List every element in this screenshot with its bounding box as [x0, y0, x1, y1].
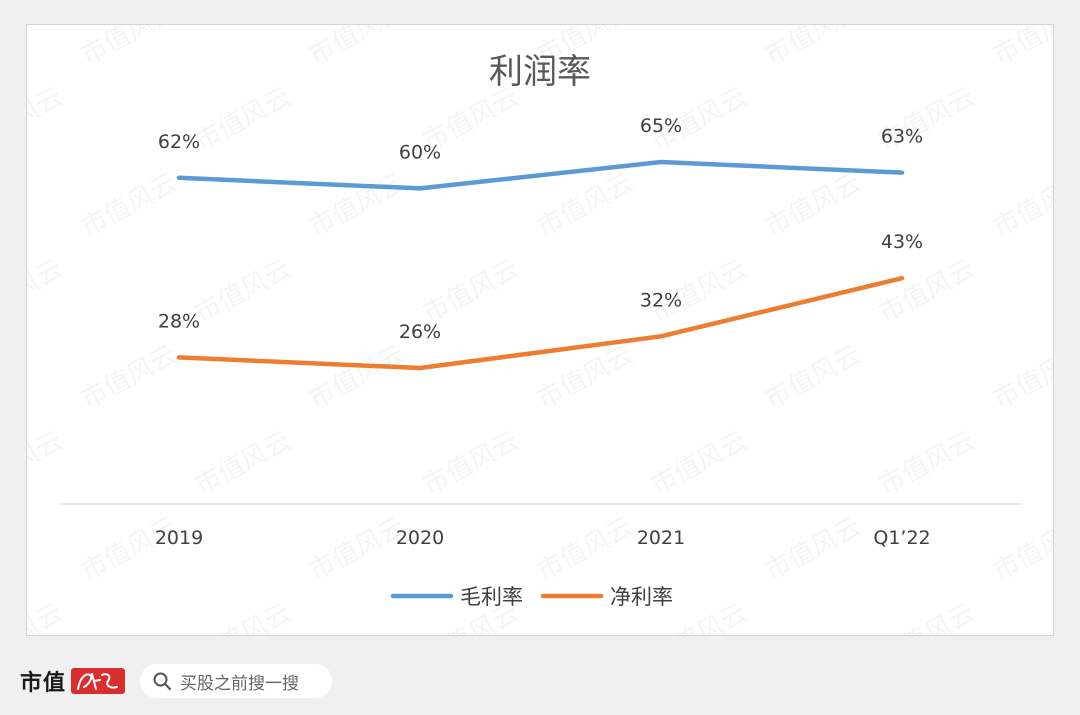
footer-bar: 市值 买股之前搜一搜 [0, 650, 1080, 715]
watermark-text: 市值风云 [646, 426, 752, 501]
watermark-text: 市值风云 [304, 25, 410, 71]
watermark-text: 市值风云 [304, 512, 410, 587]
x-tick-label: 2020 [396, 527, 444, 549]
watermark-text: 市值风云 [874, 426, 980, 501]
watermark-text: 市值风云 [760, 25, 866, 71]
chart-title: 利润率 [489, 52, 591, 92]
data-label: 60% [399, 141, 441, 163]
watermark-text: 市值风云 [988, 512, 1053, 587]
watermark-text: 市值风云 [418, 254, 524, 329]
series-layer: 62% 60% 65% 63% 28% 26% 32% 43% [158, 115, 923, 371]
brand-logo: 市值 [20, 664, 126, 698]
legend-label: 毛利率 [460, 585, 523, 609]
watermark-text: 市值风云 [190, 598, 296, 635]
watermark-text: 市值风云 [532, 512, 638, 587]
watermark-text: 市值风云 [760, 168, 866, 243]
data-label: 65% [640, 115, 682, 137]
watermark-text: 市值风云 [76, 168, 182, 243]
watermark-text: 市值风云 [190, 254, 296, 329]
watermark-text: 市值风云 [304, 168, 410, 243]
data-label: 26% [399, 321, 441, 343]
watermark-text: 市值风云 [760, 512, 866, 587]
data-label: 63% [881, 126, 923, 148]
x-tick-label: 2021 [637, 527, 685, 549]
data-label: 28% [158, 310, 200, 332]
legend: 毛利率 净利率 [390, 585, 673, 609]
watermark-text: 市值风云 [190, 426, 296, 501]
data-label: 62% [158, 131, 200, 153]
watermark-text: 市值风云 [27, 254, 68, 329]
watermark-text: 市值风云 [76, 340, 182, 415]
watermark-text: 市值风云 [874, 254, 980, 329]
watermark-text: 市值风云 [760, 340, 866, 415]
watermark-text: 市值风云 [988, 25, 1053, 71]
x-tick-label: Q1’22 [873, 527, 930, 549]
watermark-text: 市值风云 [988, 168, 1053, 243]
watermark-text: 市值风云 [418, 426, 524, 501]
search-placeholder: 买股之前搜一搜 [180, 673, 299, 694]
search-icon [153, 672, 172, 691]
watermark-text: 市值风云 [190, 82, 296, 157]
x-tick-label: 2019 [155, 527, 203, 549]
chart-panel: 市值风云 市值风云 市值风云 市值风云 市值风云 市值风云 市值风云 市值风云 市值风云 市值风云… [26, 24, 1054, 636]
watermark-text: 市值风云 [304, 340, 410, 415]
x-tick-layer: 2019 2020 2021 Q1’22 [155, 527, 931, 549]
watermark-text: 市值风云 [27, 426, 68, 501]
watermark-text: 市值风云 [76, 512, 182, 587]
brand-name: 市值 [20, 670, 67, 696]
brand-seal-logo [71, 668, 126, 694]
data-label: 43% [881, 231, 923, 253]
data-label: 32% [640, 289, 682, 311]
watermark-text: 市值风云 [27, 82, 68, 157]
watermark-text: 市值风云 [988, 340, 1053, 415]
legend-label: 净利率 [610, 585, 673, 609]
series-line-1 [176, 275, 905, 371]
series-line-0 [176, 159, 905, 191]
watermark-text: 市值风云 [532, 168, 638, 243]
watermark-text: 市值风云 [27, 598, 68, 635]
search-box[interactable]: 买股之前搜一搜 [140, 664, 332, 698]
watermark-text: 市值风云 [76, 25, 182, 71]
watermark-text: 市值风云 [874, 598, 980, 635]
